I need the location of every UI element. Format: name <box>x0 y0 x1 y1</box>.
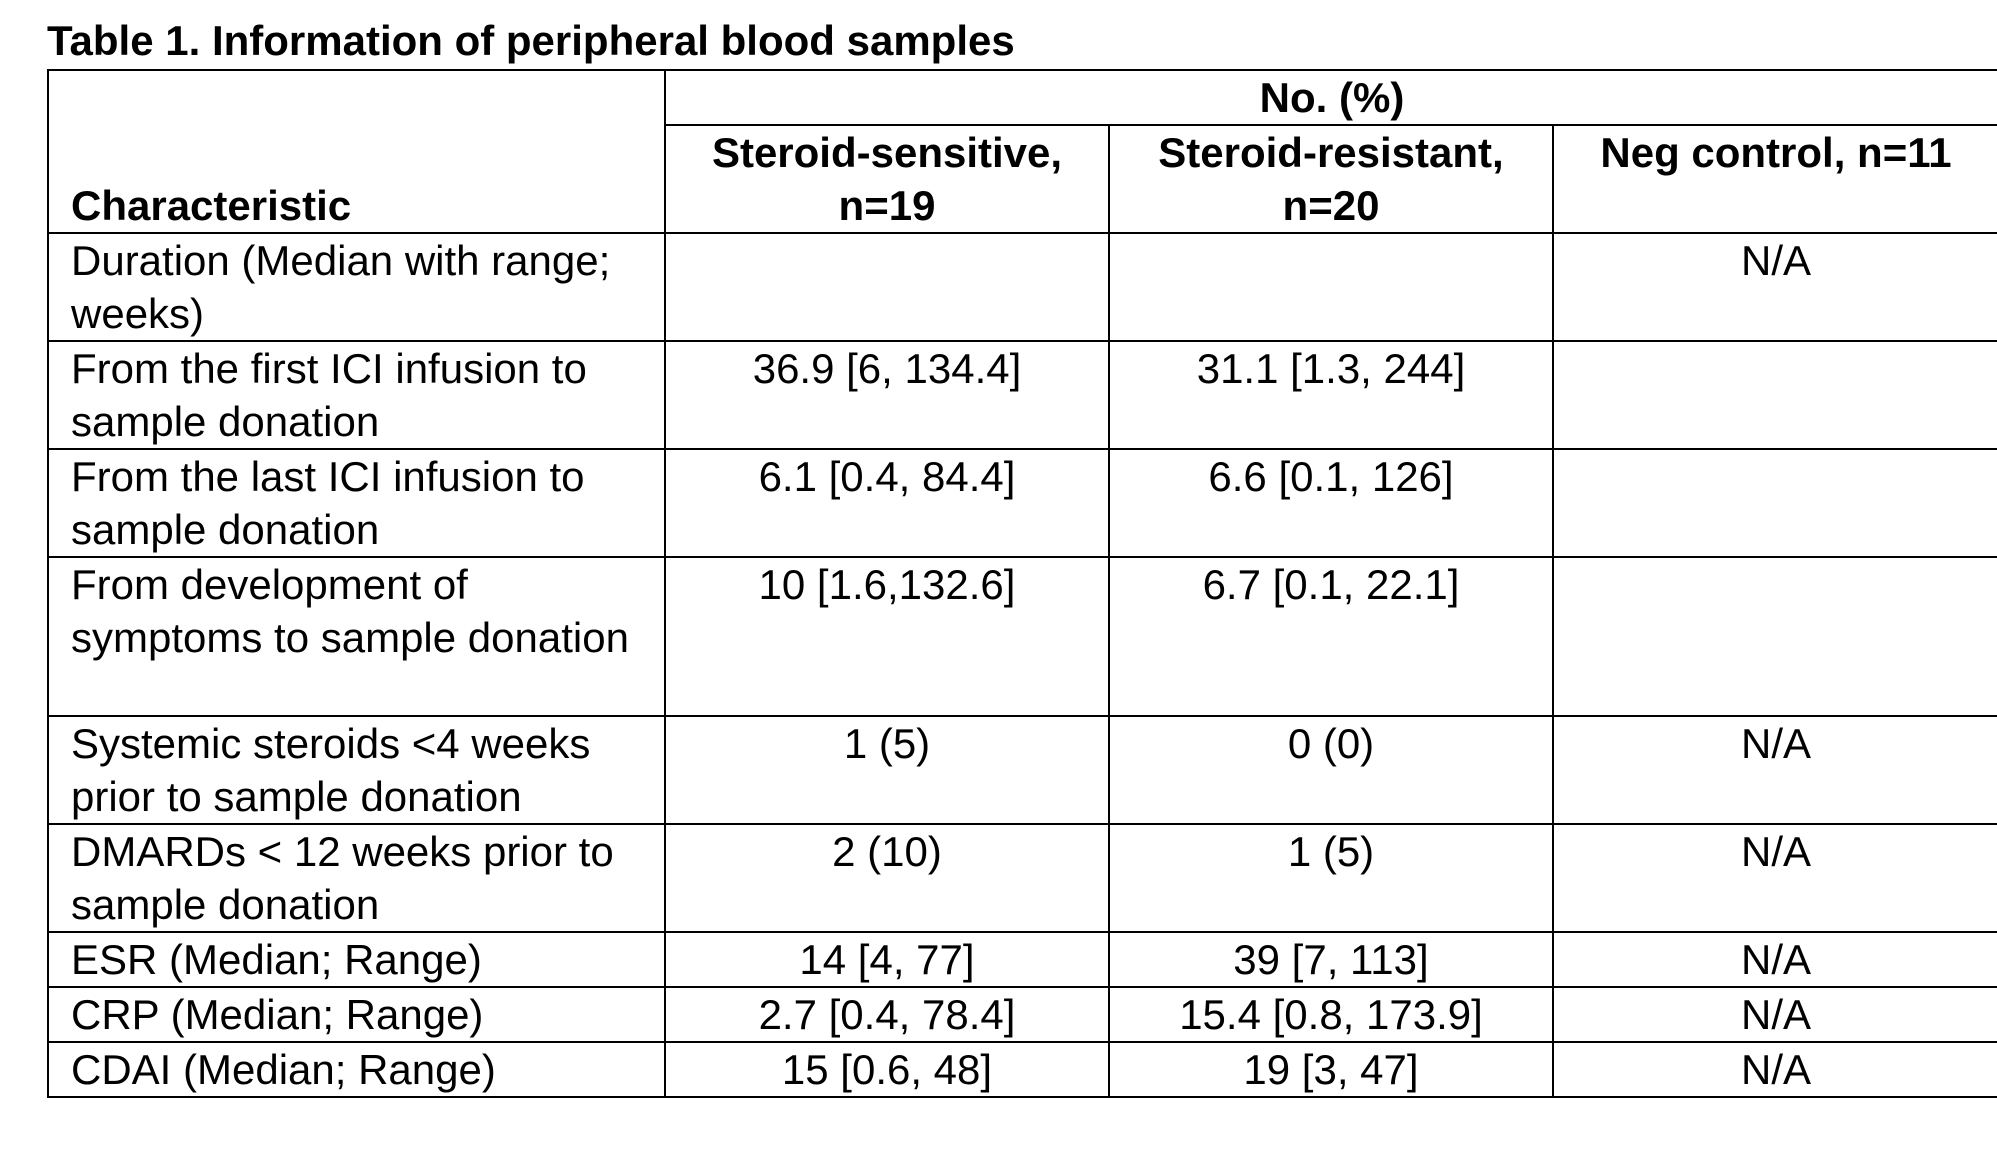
row-label: DMARDs < 12 weeks prior to sample donati… <box>47 823 666 933</box>
cell-steroid-resistant: 19 [3, 47] <box>1108 1041 1554 1098</box>
header-row-group: Characteristic No. (%) <box>47 69 1997 234</box>
cell-neg-control: N/A <box>1551 1041 1997 1098</box>
cell-neg-control: N/A <box>1551 986 1997 1043</box>
cell-steroid-sensitive: 14 [4, 77] <box>664 931 1110 988</box>
row-label: ESR (Median; Range) <box>47 931 666 988</box>
cell-steroid-resistant: 31.1 [1.3, 244] <box>1108 340 1554 450</box>
cell-steroid-sensitive: 2.7 [0.4, 78.4] <box>664 986 1110 1043</box>
cell-steroid-sensitive <box>664 232 1110 342</box>
table-row: Systemic steroids <4 weeks prior to samp… <box>47 715 1997 825</box>
cell-steroid-resistant <box>1108 232 1554 342</box>
table-row: ESR (Median; Range) 14 [4, 77] 39 [7, 11… <box>47 931 1997 988</box>
cell-steroid-resistant: 0 (0) <box>1108 715 1554 825</box>
table-caption: Table 1. Information of peripheral blood… <box>47 17 1015 64</box>
header-steroid-sensitive: Steroid-sensitive, n=19 <box>664 124 1110 234</box>
cell-steroid-resistant: 6.6 [0.1, 126] <box>1108 448 1554 558</box>
cell-steroid-sensitive: 2 (10) <box>664 823 1110 933</box>
cell-steroid-sensitive: 6.1 [0.4, 84.4] <box>664 448 1110 558</box>
table-row: From the last ICI infusion to sample don… <box>47 448 1997 558</box>
table-row: From the first ICI infusion to sample do… <box>47 340 1997 450</box>
cell-neg-control: N/A <box>1551 823 1997 933</box>
header-row-columns: Steroid-sensitive, n=19 Steroid-resistan… <box>48 124 1997 234</box>
row-label: CDAI (Median; Range) <box>47 1041 666 1098</box>
cell-steroid-resistant: 15.4 [0.8, 173.9] <box>1108 986 1554 1043</box>
cell-steroid-sensitive: 10 [1.6,132.6] <box>664 556 1110 717</box>
table-row: From development of symptoms to sample d… <box>47 556 1997 717</box>
cell-neg-control <box>1551 448 1997 558</box>
cell-neg-control <box>1551 556 1997 717</box>
row-label: From development of symptoms to sample d… <box>47 556 666 717</box>
table-row: DMARDs < 12 weeks prior to sample donati… <box>47 823 1997 933</box>
cell-steroid-resistant: 39 [7, 113] <box>1108 931 1554 988</box>
row-label: From the first ICI infusion to sample do… <box>47 340 666 450</box>
cell-steroid-resistant: 1 (5) <box>1108 823 1554 933</box>
cell-steroid-resistant: 6.7 [0.1, 22.1] <box>1108 556 1554 717</box>
cell-neg-control <box>1551 340 1997 450</box>
cell-neg-control: N/A <box>1551 931 1997 988</box>
table-row: CDAI (Median; Range) 15 [0.6, 48] 19 [3,… <box>47 1041 1997 1098</box>
row-label: From the last ICI infusion to sample don… <box>47 448 666 558</box>
header-characteristic: Characteristic <box>47 69 666 234</box>
cell-steroid-sensitive: 1 (5) <box>664 715 1110 825</box>
header-group-no-percent: No. (%) <box>663 69 1997 126</box>
cell-neg-control: N/A <box>1551 715 1997 825</box>
peripheral-blood-samples-table: Characteristic No. (%) Steroid-sensitive… <box>47 69 1997 1098</box>
cell-neg-control: N/A <box>1551 232 1997 342</box>
header-neg-control: Neg control, n=11 <box>1551 124 1997 234</box>
cell-steroid-sensitive: 15 [0.6, 48] <box>664 1041 1110 1098</box>
header-steroid-resistant: Steroid-resistant, n=20 <box>1108 124 1554 234</box>
row-label: CRP (Median; Range) <box>47 986 666 1043</box>
table-row: CRP (Median; Range) 2.7 [0.4, 78.4] 15.4… <box>47 986 1997 1043</box>
row-label: Systemic steroids <4 weeks prior to samp… <box>47 715 666 825</box>
table-row: Duration (Median with range; weeks) N/A <box>47 232 1997 342</box>
cell-steroid-sensitive: 36.9 [6, 134.4] <box>664 340 1110 450</box>
row-label: Duration (Median with range; weeks) <box>47 232 666 342</box>
